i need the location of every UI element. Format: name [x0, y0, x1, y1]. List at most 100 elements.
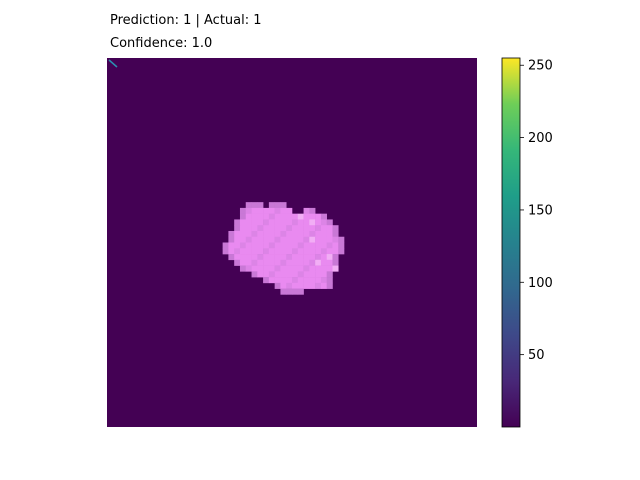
- blob-pixel: [320, 230, 327, 238]
- blob-pixel: [320, 282, 327, 289]
- blob-pixel: [326, 219, 333, 226]
- blob-pixel: [315, 242, 322, 249]
- blob-pixel: [263, 225, 270, 232]
- blob-pixel: [320, 236, 327, 243]
- blob-pixel: [338, 236, 345, 243]
- blob-pixel: [303, 277, 310, 284]
- blob-pixel: [234, 259, 241, 266]
- blob-pixel: [239, 230, 247, 238]
- blob-pixel: [274, 219, 281, 226]
- blob-pixel: [222, 248, 229, 255]
- blob-pixel: [245, 254, 252, 261]
- blob-pixel: [286, 236, 293, 243]
- blob-pixel: [245, 202, 252, 209]
- blob-pixel: [326, 230, 333, 238]
- blob-pixel: [251, 236, 258, 243]
- blob-pixel: [326, 242, 333, 249]
- blob-pixel: [245, 236, 252, 243]
- blob-pixel: [280, 254, 287, 261]
- blob-pixel: [245, 248, 252, 255]
- blob-pixel: [303, 282, 310, 289]
- blob-pixel: [292, 271, 299, 278]
- blob-pixel: [234, 219, 241, 226]
- blob-pixel: [326, 248, 333, 255]
- blob-pixel: [297, 225, 304, 232]
- blob-pixel: [320, 259, 327, 266]
- blob-pixel: [234, 254, 241, 261]
- blob-pixel: [297, 254, 304, 261]
- blob-pixel: [274, 248, 281, 255]
- blob-pixel: [332, 259, 339, 266]
- blob-pixel: [274, 230, 281, 238]
- blob-pixel: [332, 230, 339, 238]
- blob-pixel: [239, 207, 247, 214]
- blob-pixel: [280, 265, 287, 272]
- blob-pixel: [297, 265, 304, 272]
- blob-pixel: [303, 207, 310, 214]
- blob-pixel: [297, 288, 304, 295]
- blob-pixel: [239, 259, 247, 266]
- blob-pixel: [257, 219, 264, 226]
- blob-pixel: [309, 254, 316, 261]
- blob-pixel: [303, 265, 310, 272]
- blob-pixel: [274, 202, 281, 209]
- blob-pixel: [303, 219, 310, 226]
- blob-pixel: [286, 271, 293, 278]
- blob-pixel: [320, 213, 327, 220]
- blob-pixel: [292, 236, 299, 243]
- blob-pixel: [309, 282, 316, 289]
- blob-pixel: [320, 219, 327, 226]
- colorbar-tick-label: 100: [528, 276, 553, 291]
- blob-pixel: [286, 259, 293, 266]
- blob-pixel: [297, 219, 304, 226]
- blob-pixel: [274, 207, 281, 214]
- blob-pixel: [251, 242, 258, 249]
- blob-pixel: [286, 219, 293, 226]
- blob-pixel: [268, 254, 275, 261]
- blob-pixel: [292, 248, 299, 255]
- blob-pixel: [320, 271, 327, 278]
- blob-pixel: [280, 202, 287, 209]
- blob-pixel: [326, 225, 333, 232]
- blob-pixel: [315, 265, 322, 272]
- blob-pixel: [286, 277, 293, 284]
- blob-pixel: [251, 265, 258, 272]
- blob-pixel: [268, 265, 275, 272]
- blob-pixel: [257, 213, 264, 220]
- blob-pixel: [326, 271, 333, 278]
- chart-title-line-2: Confidence: 1.0: [110, 36, 213, 51]
- blob-pixel: [292, 259, 299, 266]
- blob-pixel: [315, 271, 322, 278]
- blob-pixel: [280, 271, 287, 278]
- blob-pixel: [297, 259, 304, 266]
- blob-pixel: [315, 213, 322, 220]
- blob-pixel: [297, 248, 304, 255]
- blob-pixel: [251, 219, 258, 226]
- blob-pixel: [315, 254, 322, 261]
- blob-pixel: [303, 248, 310, 255]
- blob-pixel: [309, 271, 316, 278]
- blob-pixel: [245, 219, 252, 226]
- blob-pixel: [274, 225, 281, 232]
- blob-pixel: [228, 254, 235, 261]
- blob-pixel: [303, 259, 310, 266]
- blob-pixel: [280, 230, 287, 238]
- blob-pixel: [315, 282, 322, 289]
- blob-pixel: [239, 236, 247, 243]
- blob-pixel: [274, 213, 281, 220]
- blob-pixel: [251, 207, 258, 214]
- blob-pixel: [268, 259, 275, 266]
- blob-pixel: [303, 225, 310, 232]
- blob-pixel: [234, 230, 241, 238]
- blob-pixel: [245, 225, 252, 232]
- blob-pixel: [268, 225, 275, 232]
- blob-pixel: [292, 277, 299, 284]
- colorbar-ticks: 50 100 150 200 250: [520, 59, 553, 363]
- colorbar-tick-label: 150: [528, 203, 553, 218]
- blob-pixel: [326, 282, 333, 289]
- blob-pixel: [280, 288, 287, 295]
- blob-pixel: [257, 207, 264, 214]
- blob-pixel: [292, 254, 299, 261]
- blob-pixel: [292, 288, 299, 295]
